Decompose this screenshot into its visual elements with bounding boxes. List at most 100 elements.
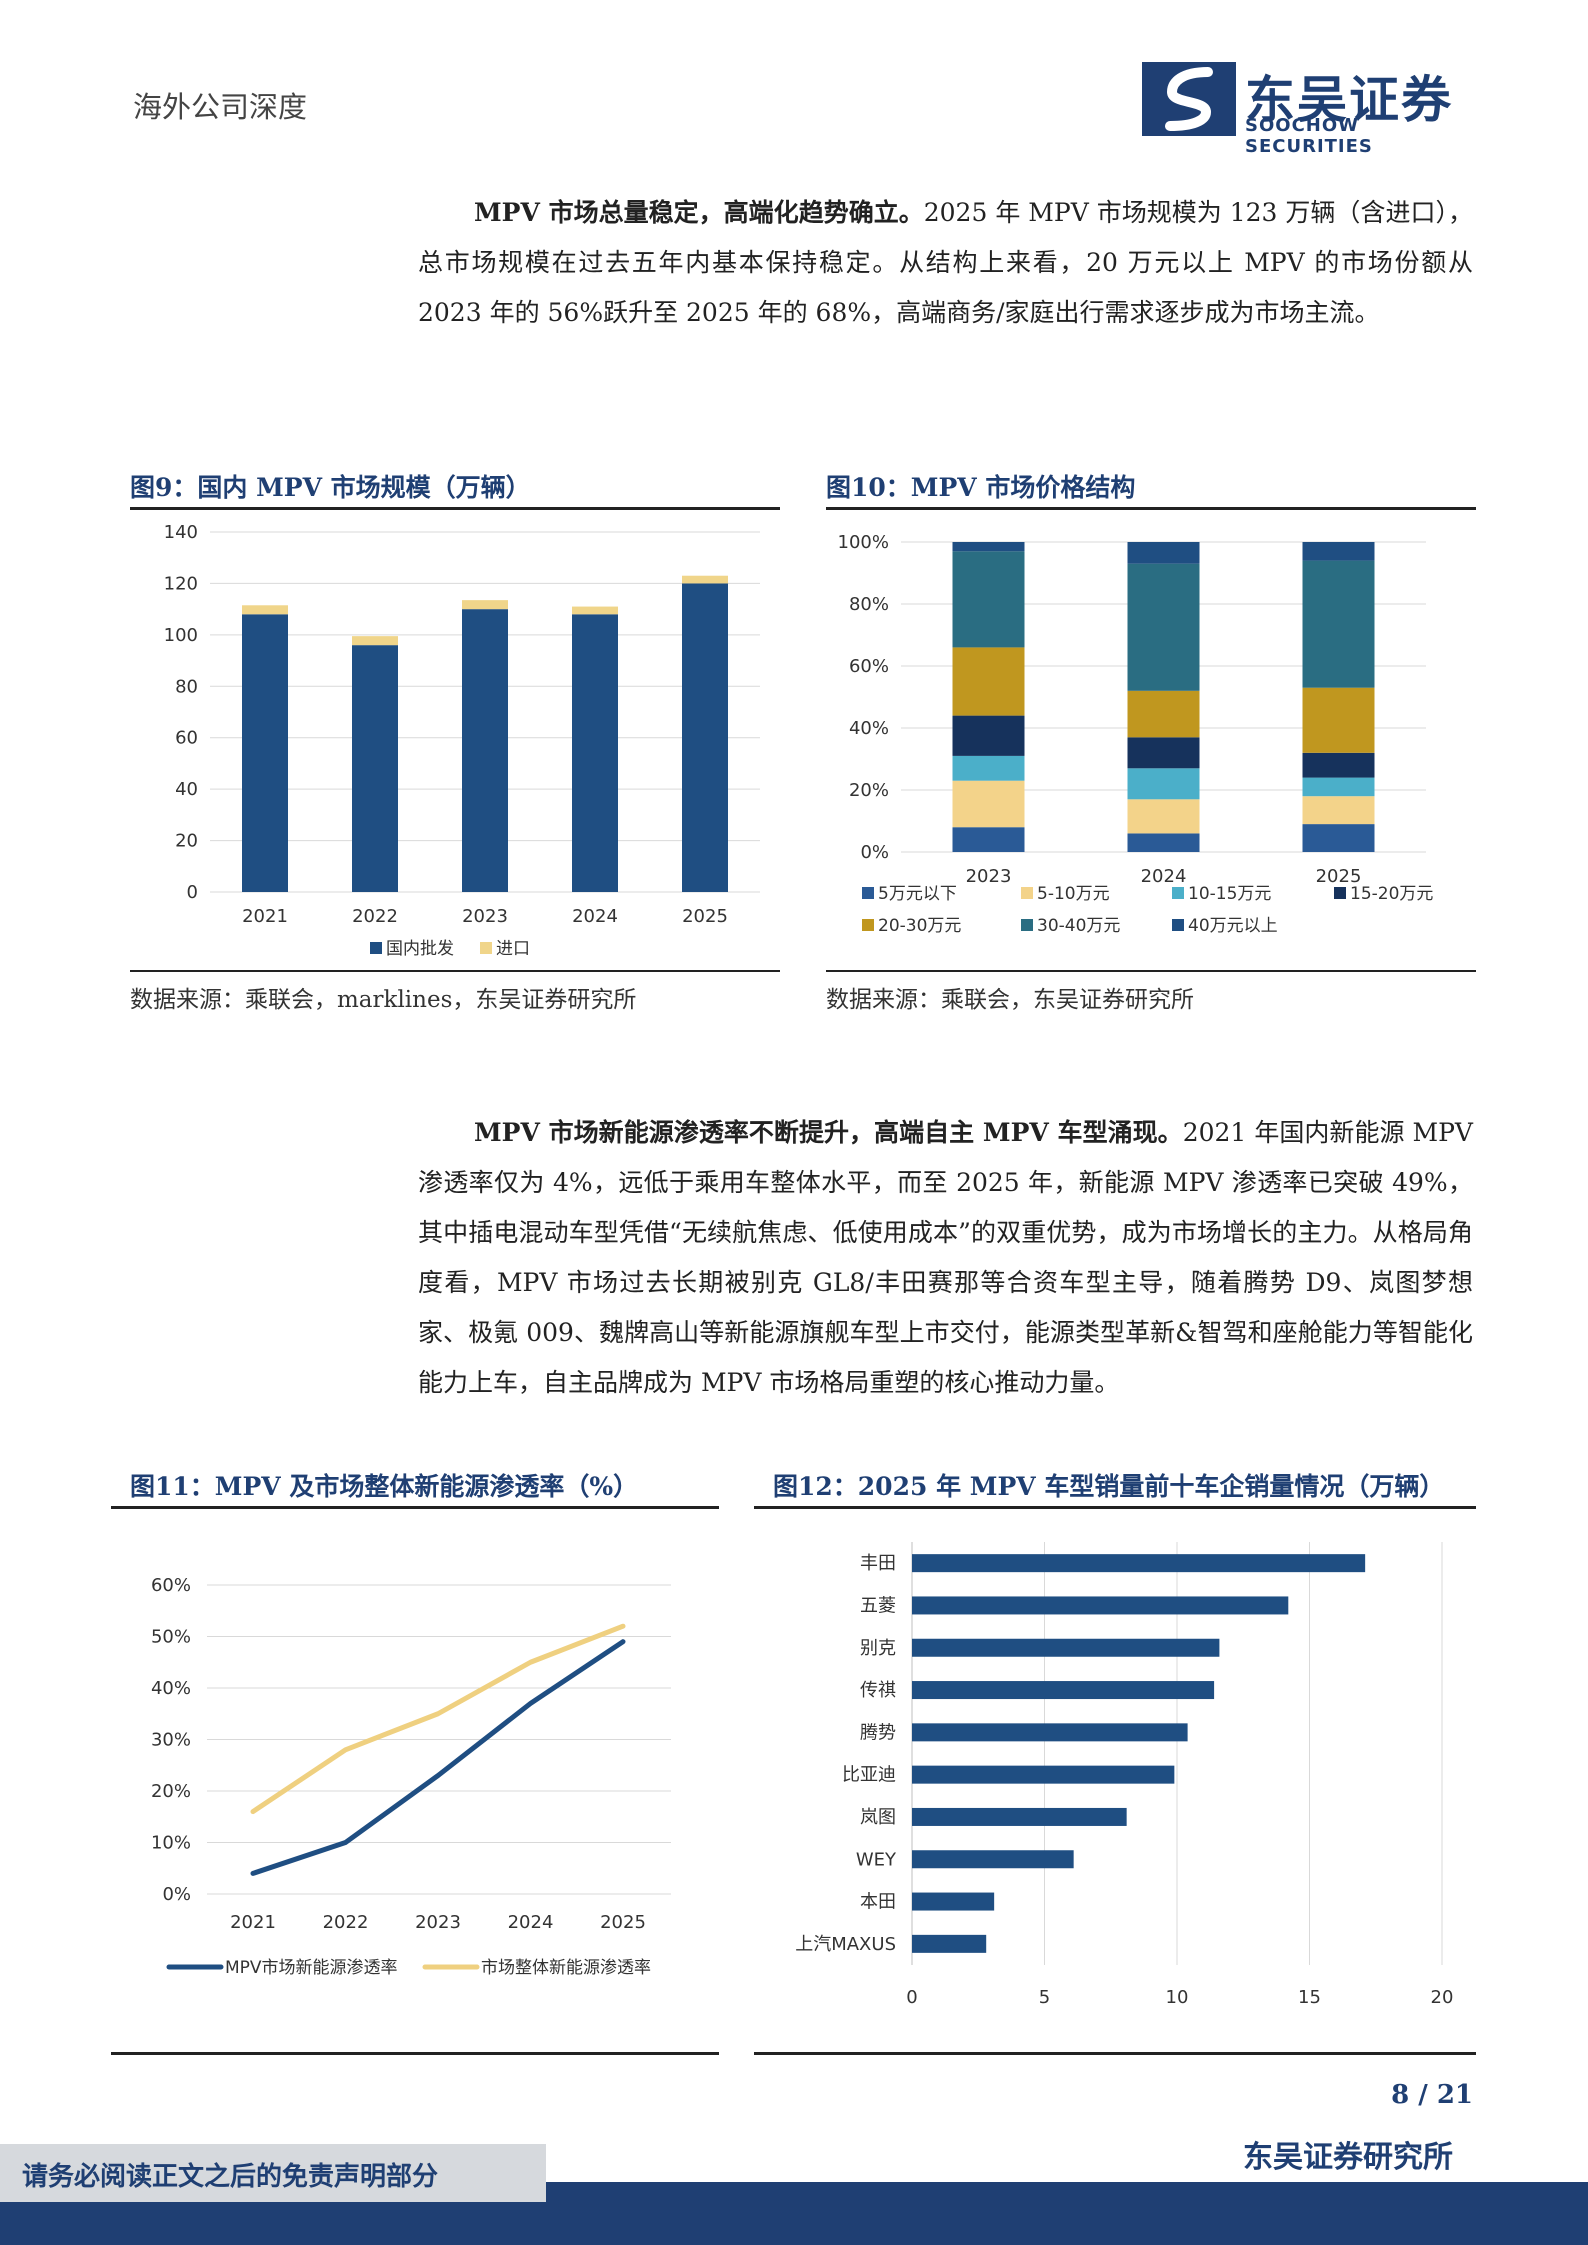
fig11-title: 图11：MPV 及市场整体新能源渗透率（%） xyxy=(130,1472,639,1501)
fig10-bottom-rule xyxy=(826,970,1476,972)
x-tick-label: 15 xyxy=(1298,1987,1321,2008)
bar-segment xyxy=(352,645,398,892)
x-tick-label: 2025 xyxy=(1316,866,1362,887)
legend-swatch xyxy=(480,942,492,954)
x-tick-label: 2021 xyxy=(230,1912,276,1933)
bar xyxy=(912,1765,1175,1784)
bar-segment xyxy=(1302,687,1375,753)
x-tick-label: 0 xyxy=(906,1987,917,2008)
legend-swatch xyxy=(1334,887,1346,899)
bar-segment xyxy=(1302,560,1375,688)
bar-segment xyxy=(572,606,618,615)
bar-segment xyxy=(952,647,1025,716)
y-tick-label: 传祺 xyxy=(860,1680,896,1701)
legend-label: 进口 xyxy=(496,939,530,959)
document-type: 海外公司深度 xyxy=(133,90,308,124)
y-tick-label: 60% xyxy=(849,656,889,677)
bar xyxy=(912,1554,1366,1573)
y-tick-label: 10% xyxy=(151,1833,191,1854)
legend-label: 5万元以下 xyxy=(878,884,957,904)
bar xyxy=(912,1638,1220,1657)
bar-segment xyxy=(462,600,508,610)
x-tick-label: 2021 xyxy=(242,906,288,927)
y-tick-label: 60% xyxy=(151,1575,191,1596)
bar xyxy=(912,1681,1215,1700)
paragraph-lead: MPV 市场总量稳定，高端化趋势确立。 xyxy=(474,198,924,227)
y-tick-label: 40% xyxy=(849,718,889,739)
paragraph-market-size: MPV 市场总量稳定，高端化趋势确立。2025 年 MPV 市场规模为 123 … xyxy=(418,188,1473,338)
fig12-title: 图12：2025 年 MPV 车型销量前十车企销量情况（万辆） xyxy=(773,1472,1445,1501)
legend-swatch xyxy=(862,887,874,899)
bar xyxy=(912,1723,1188,1742)
bar-segment xyxy=(1302,752,1375,778)
fig9-bottom-rule xyxy=(130,970,780,972)
fig11-chart: 0% 10% 20% 30% 40% 50% 60% 2021 2022 2023 2024 2025… xyxy=(151,1575,671,1978)
bar-segment xyxy=(1127,542,1200,564)
y-tick-label: 本田 xyxy=(860,1892,896,1913)
bar-segment xyxy=(1302,824,1375,852)
fig11-top-rule xyxy=(111,1506,719,1509)
series-line xyxy=(250,1639,626,1876)
y-tick-label: 五菱 xyxy=(860,1595,896,1616)
y-tick-label: 别克 xyxy=(860,1638,896,1659)
bar xyxy=(912,1807,1127,1826)
fig9-chart: 0 20 40 60 80 100 120 140 2021 2022 2023 2024 2025 国内… xyxy=(164,522,760,959)
y-tick-label: 40% xyxy=(151,1678,191,1699)
bar-segment xyxy=(1302,796,1375,825)
disclaimer-text: 请务必阅读正文之后的免责声明部分 xyxy=(22,2162,439,2192)
legend-label: 15-20万元 xyxy=(1350,884,1433,904)
company-logo: 东吴证券 SOOCHOW SECURITIES xyxy=(1142,60,1472,157)
disclaimer-banner: 请务必阅读正文之后的免责声明部分 xyxy=(0,2144,546,2202)
fig10-title: 图10：MPV 市场价格结构 xyxy=(826,473,1136,502)
bar xyxy=(912,1850,1074,1869)
y-tick-label: 50% xyxy=(151,1627,191,1648)
y-tick-label: 腾势 xyxy=(860,1722,896,1743)
logo-chinese-name: 东吴证券 xyxy=(1245,71,1453,129)
legend-label: 40万元以上 xyxy=(1188,916,1278,936)
bar-segment xyxy=(682,583,728,892)
y-tick-label: 比亚迪 xyxy=(842,1765,896,1786)
x-tick-label: 2023 xyxy=(415,1912,461,1933)
bar-segment xyxy=(952,827,1025,852)
bar-segment xyxy=(352,636,398,646)
x-tick-label: 2022 xyxy=(323,1912,369,1933)
y-tick-label: 上汽MAXUS xyxy=(795,1934,896,1955)
legend-swatch xyxy=(1021,919,1033,931)
y-tick-label: 80% xyxy=(849,594,889,615)
bar-segment xyxy=(952,755,1025,781)
x-tick-label: 2024 xyxy=(508,1912,554,1933)
x-tick-label: 20 xyxy=(1431,1987,1454,2008)
y-tick-label: 丰田 xyxy=(860,1553,896,1574)
y-tick-label: 20% xyxy=(849,780,889,801)
y-tick-label: 60 xyxy=(175,728,198,749)
bar-segment xyxy=(1127,690,1200,738)
bar-segment xyxy=(1127,768,1200,800)
bar-segment xyxy=(242,614,288,892)
fig12-bottom-rule xyxy=(754,2052,1476,2055)
fig10-top-rule xyxy=(826,507,1476,510)
y-tick-label: 40 xyxy=(175,779,198,800)
series-line xyxy=(250,1623,626,1815)
x-tick-label: 5 xyxy=(1039,1987,1050,2008)
legend-swatch xyxy=(370,942,382,954)
y-tick-label: 120 xyxy=(164,573,198,594)
x-tick-label: 2025 xyxy=(600,1912,646,1933)
bar-segment xyxy=(1302,777,1375,797)
fig9-title: 图9：国内 MPV 市场规模（万辆） xyxy=(130,473,531,502)
paragraph-body: 2021 年国内新能源 MPV 渗透率仅为 4%，远低于乘用车整体水平，而至 2… xyxy=(418,1118,1473,1397)
paragraph-lead: MPV 市场新能源渗透率不断提升，高端自主 MPV 车型涌现。 xyxy=(474,1118,1183,1147)
bar-segment xyxy=(572,614,618,892)
fig9-top-rule xyxy=(130,507,780,510)
y-tick-label: 0% xyxy=(162,1884,191,1905)
bar xyxy=(912,1596,1289,1615)
bar xyxy=(912,1934,987,1953)
x-tick-label: 2023 xyxy=(966,866,1012,887)
x-tick-label: 10 xyxy=(1166,1987,1189,2008)
bar-segment xyxy=(462,609,508,892)
bar-segment xyxy=(952,551,1025,648)
legend-label: 20-30万元 xyxy=(878,916,961,936)
legend-label: 市场整体新能源渗透率 xyxy=(481,1958,651,1978)
legend-label: 10-15万元 xyxy=(1188,884,1271,904)
y-tick-label: 140 xyxy=(164,522,198,543)
footer-org-name: 东吴证券研究所 xyxy=(1243,2140,1453,2175)
